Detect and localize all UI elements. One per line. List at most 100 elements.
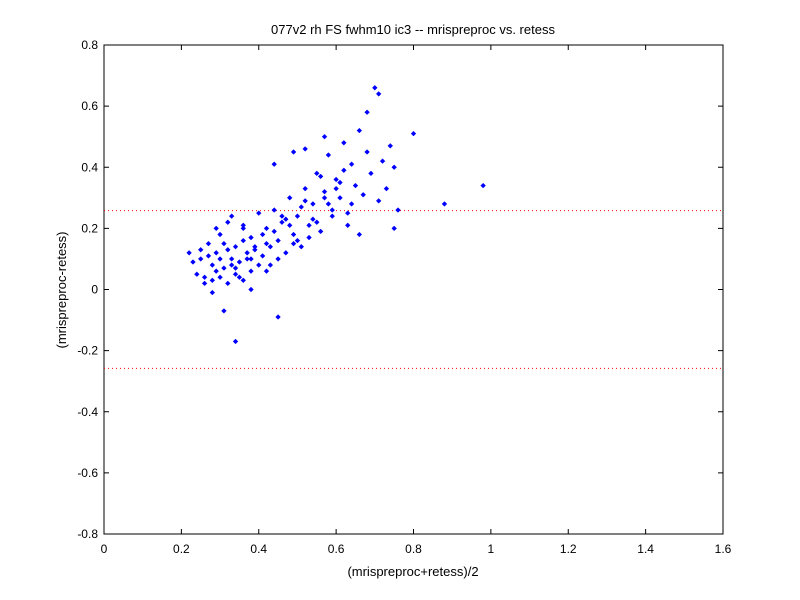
scatter-point xyxy=(213,250,219,256)
scatter-point xyxy=(240,277,247,284)
scatter-point xyxy=(255,262,262,268)
y-tick-label: -0.2 xyxy=(77,344,98,358)
scatter-point xyxy=(240,225,247,232)
scatter-point xyxy=(480,182,486,189)
scatter-point xyxy=(344,222,351,229)
scatter-point xyxy=(341,167,347,174)
scatter-point xyxy=(337,179,343,186)
scatter-point xyxy=(240,222,247,229)
scatter-point xyxy=(252,247,258,253)
y-tick-label: 0.8 xyxy=(81,38,98,52)
scatter-point xyxy=(232,243,239,250)
x-tick-label: 0.2 xyxy=(173,542,190,556)
scatter-point xyxy=(352,182,359,189)
plot-area: 0 0.2 0.4 0.6 0.8 1 1.2 1.4 1.6 0.8 0.6 0.4 0.2 0 -0.2… xyxy=(77,38,731,556)
scatter-point xyxy=(310,201,316,207)
x-axis-label: (mrispreproc+retess)/2 xyxy=(347,564,478,579)
scatter-point xyxy=(372,85,378,91)
scatter-point xyxy=(248,286,254,293)
x-tick-label: 1.6 xyxy=(715,542,732,556)
scatter-point xyxy=(205,253,212,259)
x-tick-label: 1.4 xyxy=(637,542,654,556)
scatter-point xyxy=(294,213,301,219)
x-tick-label: 0.6 xyxy=(328,542,345,556)
scatter-point xyxy=(348,161,355,167)
y-tick-label: 0 xyxy=(91,283,98,297)
scatter-point xyxy=(325,201,332,207)
scatter-point xyxy=(209,262,216,268)
scatter-point xyxy=(302,146,308,152)
scatter-point xyxy=(267,262,274,268)
scatter-point xyxy=(310,216,316,222)
scatter-point xyxy=(271,161,277,167)
scatter-point xyxy=(286,222,293,229)
scatter-point xyxy=(375,91,382,97)
scatter-point xyxy=(356,231,363,238)
scatter-point xyxy=(329,213,336,219)
scatter-point xyxy=(186,250,192,256)
scatter-point xyxy=(217,231,223,238)
scatter-point xyxy=(325,152,332,158)
scatter-point xyxy=(321,195,328,201)
scatter-point xyxy=(298,243,305,250)
scatter-point xyxy=(248,234,254,241)
y-tick-label: 0.6 xyxy=(81,99,98,113)
scatter-point xyxy=(263,268,270,274)
scatter-point xyxy=(271,207,277,213)
scatter-point xyxy=(259,253,266,259)
scatter-point xyxy=(321,188,328,195)
scatter-point xyxy=(441,201,448,207)
scatter-point xyxy=(213,225,219,232)
scatter-point xyxy=(329,207,336,213)
scatter-point xyxy=(383,185,390,192)
scatter-point xyxy=(306,234,312,241)
scatter-point xyxy=(337,195,343,201)
scatter-point xyxy=(221,265,227,271)
scatter-point xyxy=(236,259,243,265)
scatter-point xyxy=(263,240,270,247)
scatter-point xyxy=(225,247,231,253)
scatter-point xyxy=(356,127,363,134)
scatter-point xyxy=(360,192,366,198)
scatter-point xyxy=(259,231,266,238)
scatter-point xyxy=(279,219,285,226)
scatter-point xyxy=(333,185,339,192)
scatter-point xyxy=(221,308,227,314)
scatter-point xyxy=(314,170,320,177)
scatter-point xyxy=(333,176,339,183)
scatter-point xyxy=(244,256,250,262)
y-tick-label: -0.6 xyxy=(77,466,98,480)
scatter-point xyxy=(290,240,297,247)
scatter-point xyxy=(267,243,274,250)
scatter-point xyxy=(205,240,212,247)
scatter-point xyxy=(225,280,231,287)
scatter-point xyxy=(341,140,347,146)
scatter-point xyxy=(225,219,231,226)
scatter-point xyxy=(209,277,216,284)
scatter-point xyxy=(321,133,328,140)
scatter-point xyxy=(197,256,204,262)
scatter-point xyxy=(190,259,196,265)
y-tick-label: 0.2 xyxy=(81,221,98,235)
scatter-point xyxy=(294,237,301,244)
scatter-point xyxy=(395,207,401,213)
scatter-point xyxy=(368,170,374,177)
scatter-point xyxy=(302,185,308,192)
scatter-point xyxy=(197,247,204,253)
y-tick-label: 0.4 xyxy=(81,160,98,174)
scatter-point xyxy=(213,268,219,274)
scatter-point xyxy=(240,237,247,244)
scatter-point xyxy=(279,213,285,219)
scatter-point xyxy=(275,237,281,244)
scatter-point xyxy=(348,201,355,207)
scatter-point xyxy=(263,225,270,232)
scatter-point xyxy=(201,274,208,281)
y-tick-label: -0.4 xyxy=(77,405,98,419)
scatter-point xyxy=(194,271,200,277)
x-tick-label: 1.2 xyxy=(560,542,577,556)
scatter-point xyxy=(298,204,305,210)
scatter-point xyxy=(271,228,277,235)
scatter-point xyxy=(248,256,254,262)
